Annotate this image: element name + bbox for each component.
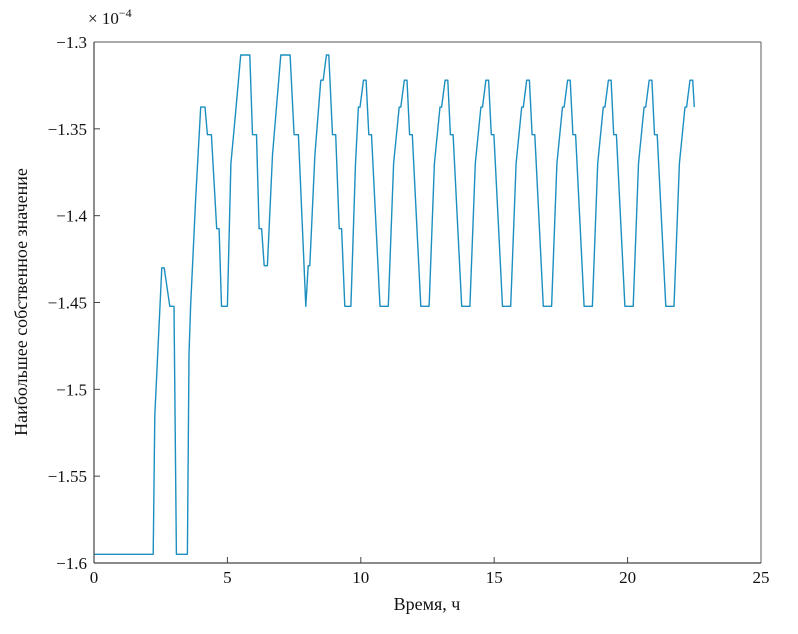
x-tick-label: 20 <box>619 568 636 587</box>
x-tick-label: 15 <box>486 568 503 587</box>
x-tick-label: 5 <box>223 568 232 587</box>
x-axis-label: Время, ч <box>394 594 461 614</box>
y-tick-label: −1.35 <box>48 120 87 139</box>
series-line <box>94 54 695 555</box>
y-axis-label: Наибольшее собственное значение <box>11 168 31 436</box>
y-tick-label: −1.5 <box>56 380 87 399</box>
x-tick-label: 10 <box>352 568 369 587</box>
y-tick-label: −1.45 <box>48 294 87 313</box>
x-tick-label: 0 <box>90 568 99 587</box>
y-multiplier: × 10−4 <box>88 6 132 28</box>
plot-area <box>94 42 761 563</box>
y-tick-label: −1.3 <box>56 33 87 52</box>
y-tick-label: −1.6 <box>56 554 87 573</box>
y-tick-label: −1.55 <box>48 467 87 486</box>
y-tick-label: −1.4 <box>56 207 87 226</box>
x-tick-label: 25 <box>753 568 770 587</box>
